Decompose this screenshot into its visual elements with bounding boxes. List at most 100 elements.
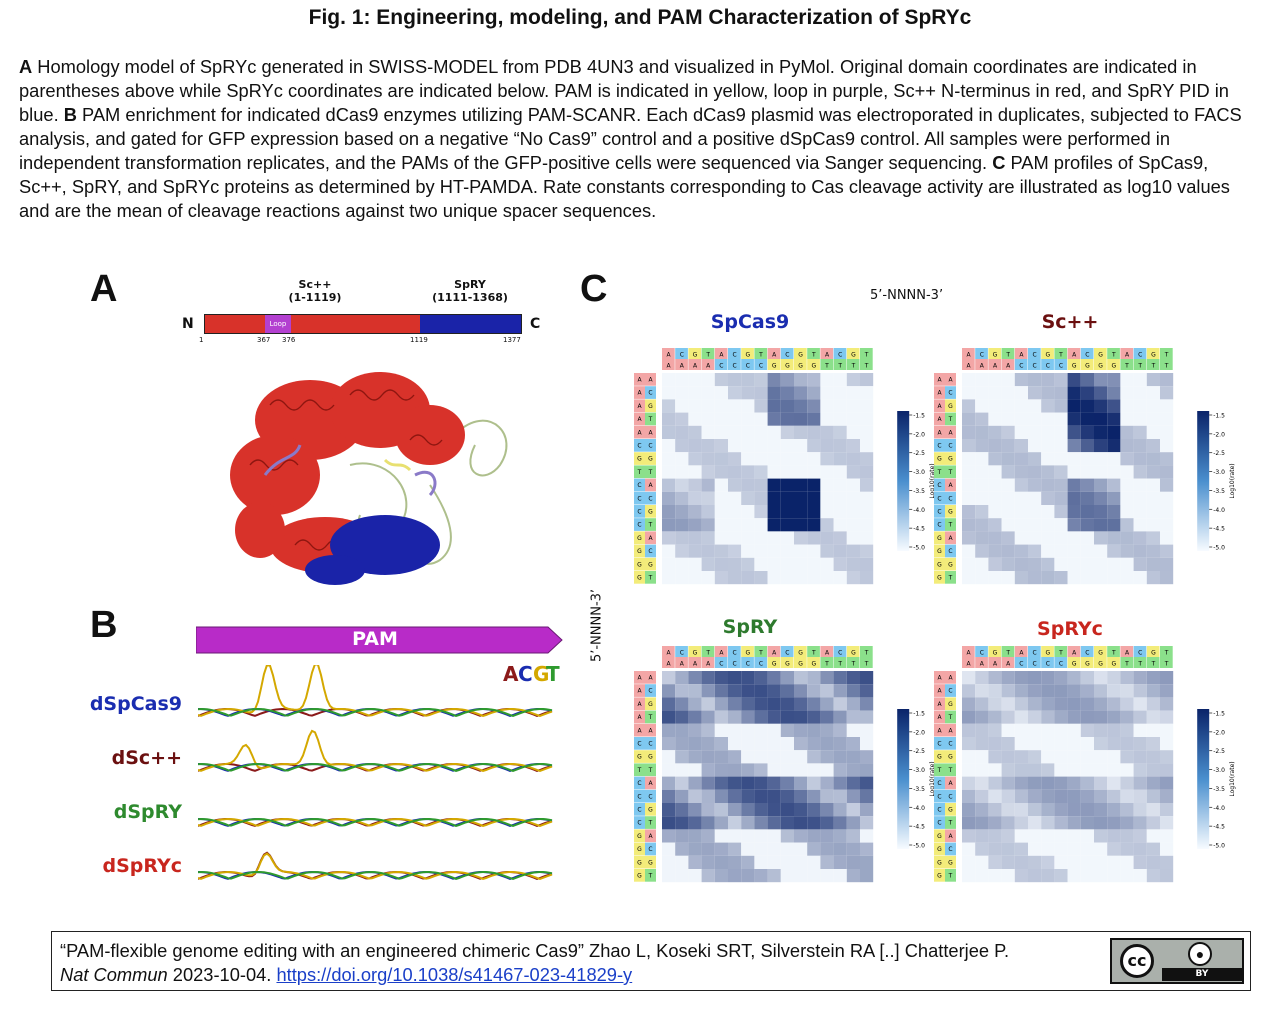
heatmap-cell bbox=[1041, 439, 1055, 453]
heatmap-cell bbox=[807, 803, 821, 817]
col-header-top-text: A bbox=[667, 650, 672, 657]
heatmap-cell bbox=[988, 789, 1002, 803]
row-header-right-text: A bbox=[948, 429, 953, 436]
heatmap-cell bbox=[988, 855, 1002, 869]
row-header-right bbox=[945, 571, 956, 584]
heatmap-cell bbox=[833, 425, 847, 439]
heatmap-cell bbox=[1014, 737, 1028, 751]
heatmap-cell bbox=[688, 399, 702, 413]
heatmap-cell bbox=[1067, 789, 1081, 803]
heatmap-cell bbox=[975, 571, 989, 585]
citation-doi-link[interactable]: https://doi.org/10.1038/s41467-023-41829… bbox=[276, 964, 633, 985]
row-header-left bbox=[934, 465, 945, 479]
col-header-top-text: G bbox=[851, 650, 856, 657]
heatmap-cell bbox=[833, 399, 847, 413]
heatmap-cell bbox=[741, 723, 755, 737]
col-header-bottom-text: T bbox=[1164, 363, 1169, 370]
heatmap-cell bbox=[1133, 829, 1147, 843]
pam-arrow bbox=[196, 626, 563, 654]
row-header-right-text: A bbox=[648, 535, 653, 542]
col-header-bottom bbox=[820, 657, 834, 668]
heatmap-cell bbox=[1160, 829, 1174, 843]
heatmap-cell bbox=[820, 373, 834, 387]
heatmap-cell bbox=[714, 544, 728, 558]
heatmap-cell bbox=[988, 452, 1002, 466]
heatmap-cell bbox=[820, 816, 834, 830]
col-header-bottom bbox=[1146, 657, 1160, 668]
heatmap-cell bbox=[1054, 803, 1068, 817]
col-header-bottom-text: C bbox=[1046, 363, 1050, 370]
heatmap-cell bbox=[1054, 855, 1068, 869]
col-header-top-text: C bbox=[980, 352, 984, 359]
row-header-left-text: C bbox=[937, 807, 941, 814]
heatmap-cell bbox=[988, 465, 1002, 479]
heatmap-cell bbox=[1160, 671, 1174, 685]
heatmap-cell bbox=[1001, 737, 1015, 751]
cc-by-license-badge[interactable]: cc ● BY bbox=[1110, 938, 1244, 984]
col-header-bottom-text: C bbox=[759, 661, 763, 668]
col-header-bottom bbox=[1146, 359, 1160, 370]
heatmap-cell bbox=[675, 439, 689, 453]
heatmap-cell bbox=[975, 697, 989, 711]
col-header-bottom-text: A bbox=[693, 363, 698, 370]
heatmap-cell bbox=[962, 386, 976, 400]
heatmap-cell bbox=[714, 697, 728, 711]
row-header-left bbox=[634, 571, 645, 584]
col-header-bottom-text: T bbox=[1137, 661, 1142, 668]
row-header-right bbox=[645, 557, 656, 571]
col-header-top bbox=[1080, 348, 1094, 359]
heatmap-cell bbox=[1014, 789, 1028, 803]
row-header-right bbox=[945, 869, 956, 882]
row-header-left bbox=[934, 684, 945, 697]
col-header-bottom-text: A bbox=[680, 363, 685, 370]
heatmap-cell bbox=[860, 571, 874, 585]
heatmap-cell bbox=[728, 684, 742, 698]
heatmap-cell bbox=[988, 399, 1002, 413]
colorbar-tick-label: -2.0 bbox=[1213, 729, 1225, 736]
chromatogram-trace bbox=[198, 817, 553, 827]
heatmap-cell bbox=[988, 697, 1002, 711]
heatmap-cell bbox=[1067, 803, 1081, 817]
heatmap-cell bbox=[988, 373, 1002, 387]
colorbar-tick-label: -3.5 bbox=[913, 488, 925, 495]
col-header-top bbox=[1146, 646, 1160, 657]
heatmap-cell bbox=[1054, 452, 1068, 466]
heatmap-cell bbox=[675, 452, 689, 466]
row-header-left bbox=[934, 737, 945, 750]
row-header-left bbox=[634, 531, 645, 545]
heatmap-cell bbox=[714, 710, 728, 724]
heatmap-cell bbox=[1041, 518, 1055, 532]
col-header-top bbox=[1001, 646, 1015, 657]
heatmap-cell bbox=[1094, 750, 1108, 764]
heatmap-cell bbox=[1133, 710, 1147, 724]
heatmap-cell bbox=[962, 439, 976, 453]
heatmap-cell bbox=[1041, 763, 1055, 777]
heatmap-cell bbox=[701, 571, 715, 585]
col-header-top-text: A bbox=[772, 352, 777, 359]
row-header-right-text: T bbox=[648, 714, 653, 721]
heatmap-cell bbox=[714, 842, 728, 856]
heatmap-cell bbox=[1133, 671, 1147, 685]
colorbar-tick-label: -2.5 bbox=[1213, 450, 1225, 457]
heatmap-cell bbox=[1080, 763, 1094, 777]
col-header-bottom bbox=[807, 657, 820, 668]
heatmap-cell bbox=[1120, 478, 1134, 492]
trace-label-dspryc: dSpRYc bbox=[102, 855, 183, 877]
col-header-bottom bbox=[1133, 657, 1147, 668]
heatmap-cell bbox=[820, 478, 834, 492]
row-header-right bbox=[645, 412, 656, 426]
row-header-right-text: A bbox=[648, 482, 653, 489]
chromatogram-trace bbox=[198, 870, 553, 880]
heatmap-cell bbox=[1054, 399, 1068, 413]
heatmap-cell bbox=[1160, 505, 1174, 519]
row-header-right bbox=[945, 412, 956, 426]
col-header-top bbox=[688, 348, 702, 359]
heatmap-cell bbox=[833, 855, 847, 869]
col-header-bottom-text: G bbox=[785, 661, 790, 668]
heatmap-cell bbox=[1028, 439, 1042, 453]
heatmap-cell bbox=[1120, 544, 1134, 558]
col-header-bottom-text: G bbox=[1111, 661, 1116, 668]
heatmap-cell bbox=[1067, 671, 1081, 685]
heatmap-cell bbox=[1014, 505, 1028, 519]
heatmap-cell bbox=[662, 684, 676, 698]
